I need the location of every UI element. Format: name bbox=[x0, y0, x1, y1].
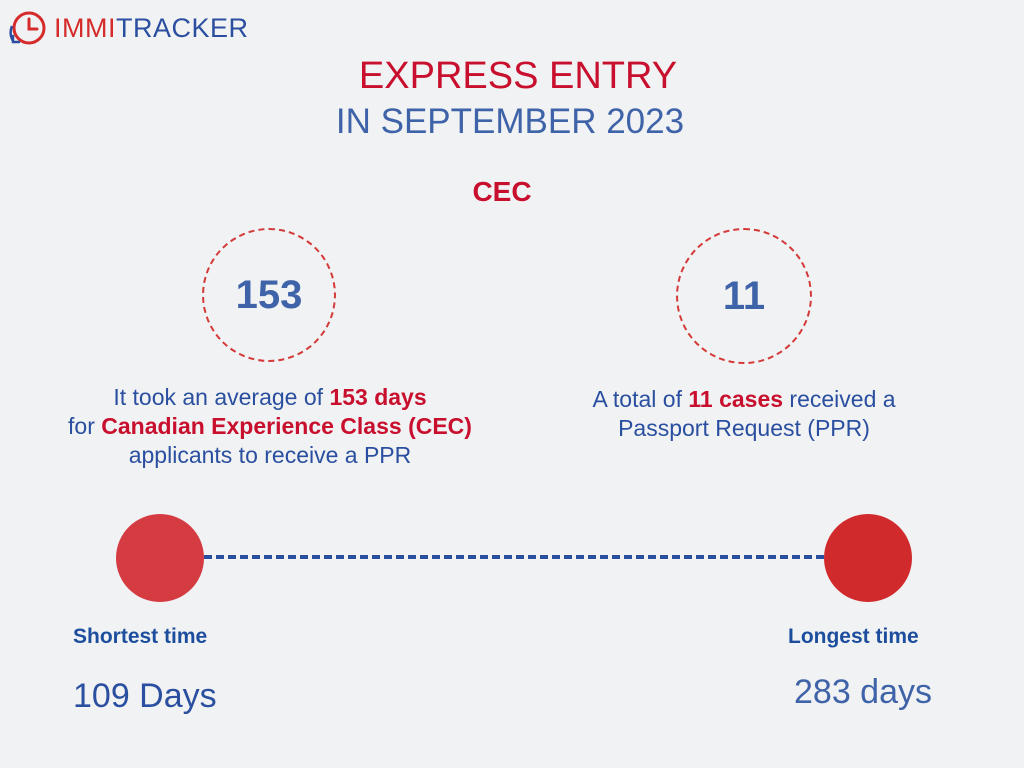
caption-text: A total of bbox=[592, 386, 689, 412]
brand-logo: IMMITRACKER bbox=[8, 8, 249, 48]
stat-circle-case-count: 11 bbox=[676, 228, 812, 364]
caption-text: applicants to receive a PPR bbox=[128, 442, 412, 468]
longest-time-value: 283 days bbox=[794, 673, 932, 711]
stat-caption-case-count: A total of 11 cases received a Passport … bbox=[544, 385, 944, 443]
caption-text: received a Passport Request (PPR) bbox=[618, 386, 896, 441]
program-label: CEC bbox=[472, 176, 532, 207]
clock-refresh-icon bbox=[9, 11, 46, 45]
caption-highlight: Canadian Experience Class (CEC) bbox=[101, 413, 472, 439]
caption-highlight: 153 days bbox=[329, 384, 427, 410]
shortest-time-value: 109 Days bbox=[73, 677, 217, 715]
stat-value: 11 bbox=[722, 273, 766, 318]
timeline-start-dot bbox=[116, 514, 204, 602]
caption-highlight: 11 cases bbox=[688, 386, 784, 412]
brand-name-part1: IMMI bbox=[54, 12, 116, 43]
caption-text: for bbox=[68, 413, 102, 439]
page-subtitle: IN SEPTEMBER 2023 bbox=[335, 102, 685, 141]
longest-time-label: Longest time bbox=[788, 625, 919, 648]
timeline-dashed-line bbox=[204, 555, 824, 559]
brand-name-part2: TRACKER bbox=[116, 12, 249, 43]
brand-name: IMMITRACKER bbox=[54, 12, 249, 43]
stat-caption-average-days: It took an average of 153 days for Canad… bbox=[52, 383, 488, 470]
page-title: EXPRESS ENTRY bbox=[358, 55, 678, 97]
stat-value: 153 bbox=[235, 272, 303, 317]
stat-circle-average-days: 153 bbox=[202, 228, 336, 362]
shortest-time-label: Shortest time bbox=[73, 625, 208, 648]
timeline-end-dot bbox=[824, 514, 912, 602]
caption-text: It took an average of bbox=[113, 384, 330, 410]
